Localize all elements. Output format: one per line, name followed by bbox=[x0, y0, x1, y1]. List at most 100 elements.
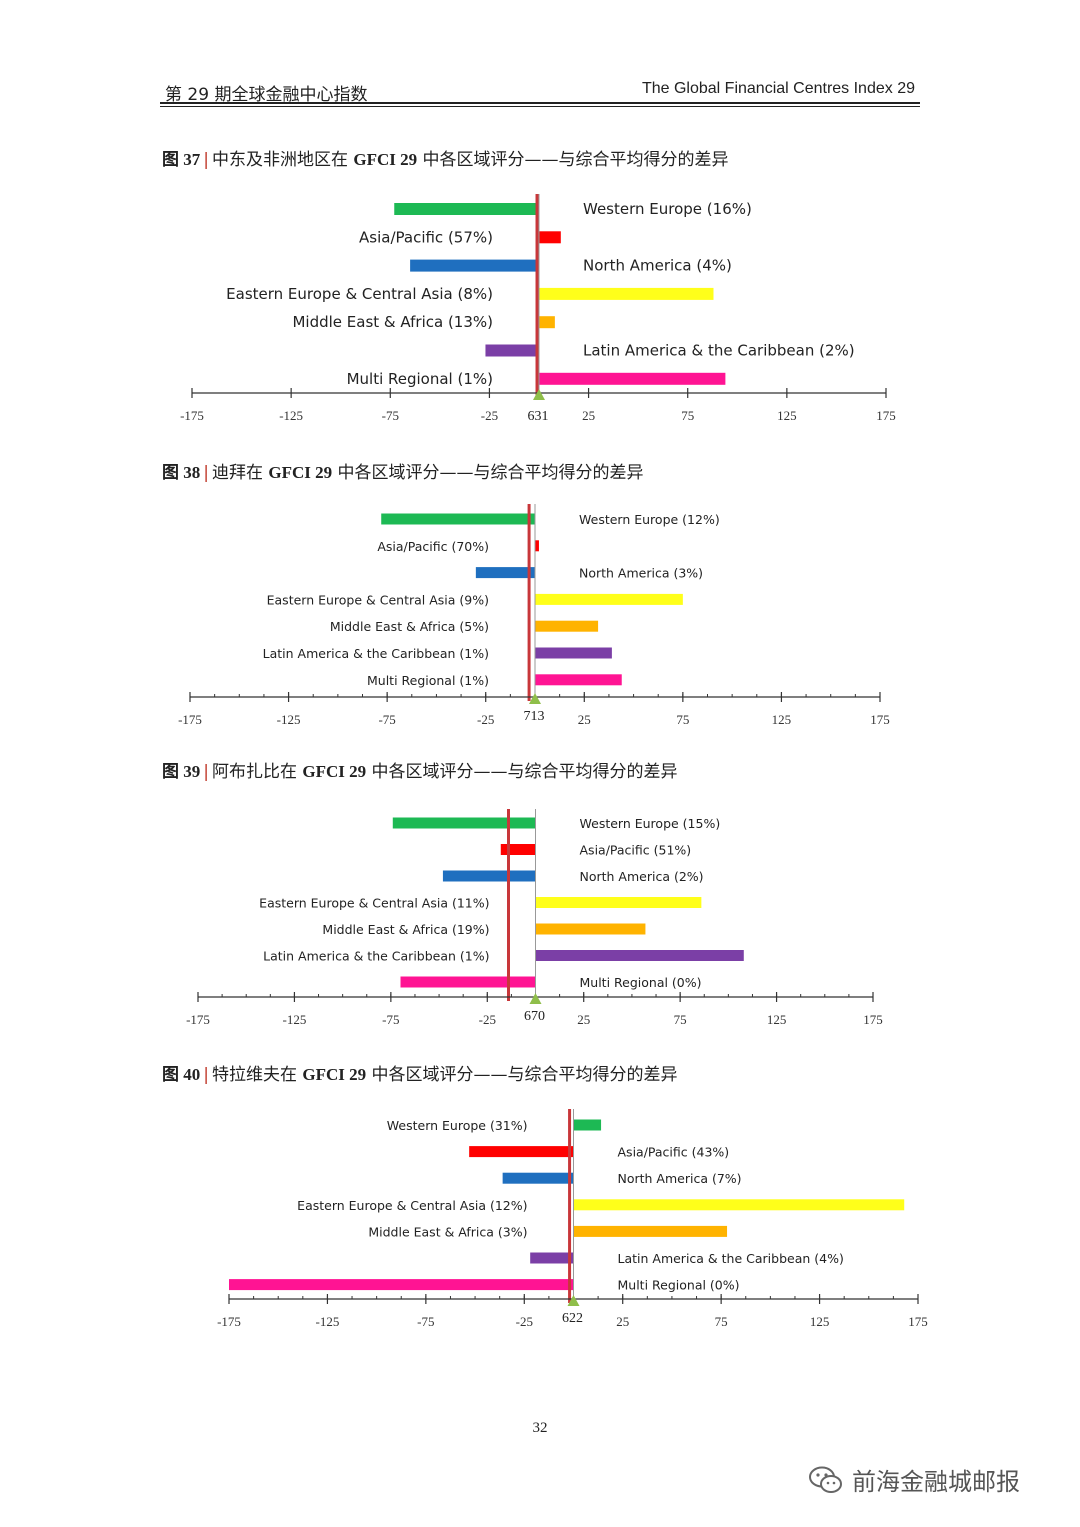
bar bbox=[573, 1119, 602, 1131]
x-tick-label: -25 bbox=[479, 1012, 496, 1027]
figure-title-pre: 中东及非洲地区在 bbox=[211, 150, 348, 170]
x-tick-label: 25 bbox=[616, 1314, 629, 1329]
figure-title-gfci: GFCI 29 bbox=[302, 1065, 367, 1084]
header-right: The Global Financial Centres Index 29 bbox=[641, 80, 915, 97]
bar bbox=[539, 372, 726, 385]
wechat-icon bbox=[809, 1466, 842, 1493]
bar-label: Western Europe (16%) bbox=[583, 200, 752, 218]
bar bbox=[530, 1252, 574, 1264]
figure-title-gfci: GFCI 29 bbox=[353, 150, 418, 169]
bar-label: Western Europe (12%) bbox=[579, 512, 720, 527]
bar-label: Latin America & the Caribbean (2%) bbox=[583, 342, 855, 360]
x-tick-label: -75 bbox=[378, 712, 395, 727]
x-tick-label: -125 bbox=[279, 408, 303, 423]
bar-label: Multi Regional (1%) bbox=[347, 370, 493, 388]
bar-label: Middle East & Africa (13%) bbox=[292, 313, 493, 331]
x-tick-label: 175 bbox=[870, 712, 890, 727]
bar bbox=[535, 593, 683, 605]
bar bbox=[394, 203, 539, 215]
bar bbox=[392, 817, 536, 829]
x-tick-label: 125 bbox=[767, 1012, 787, 1027]
bar bbox=[535, 620, 599, 632]
bar bbox=[535, 923, 646, 935]
x-tick-label: 75 bbox=[674, 1012, 687, 1027]
figure-title-post: 中各区域评分——与综合平均得分的差异 bbox=[371, 762, 678, 782]
figure-title-pre: 特拉维夫在 bbox=[211, 1065, 297, 1085]
center-marker bbox=[533, 389, 545, 400]
bar bbox=[475, 567, 535, 579]
x-tick-label: -125 bbox=[283, 1012, 307, 1027]
x-tick-label: 175 bbox=[876, 408, 896, 423]
x-tick-label: 125 bbox=[777, 408, 797, 423]
bar bbox=[381, 513, 535, 525]
figure-title: 图 37 | 中东及非洲地区在 GFCI 29 中各区域评分——与综合平均得分的差异 bbox=[162, 145, 729, 170]
bar-label: Asia/Pacific (51%) bbox=[580, 843, 692, 858]
x-tick-label: 25 bbox=[578, 712, 591, 727]
center-marker bbox=[529, 993, 542, 1004]
bar-label: Western Europe (31%) bbox=[387, 1118, 528, 1133]
figure-title-post: 中各区域评分——与综合平均得分的差异 bbox=[371, 1065, 678, 1085]
bar-label: Middle East & Africa (19%) bbox=[322, 922, 489, 937]
x-tick-label: 25 bbox=[582, 408, 595, 423]
watermark: 前海金融城邮报 bbox=[808, 1462, 1020, 1497]
bar bbox=[573, 1199, 905, 1211]
x-tick-label: 75 bbox=[681, 408, 694, 423]
bar-label: Middle East & Africa (3%) bbox=[368, 1224, 527, 1239]
bar bbox=[573, 1225, 728, 1237]
x-tick-label: 75 bbox=[676, 712, 689, 727]
title-separator: | bbox=[203, 1065, 209, 1085]
x-tick-label: -125 bbox=[277, 712, 301, 727]
bar-label: Eastern Europe & Central Asia (9%) bbox=[267, 592, 489, 607]
bar bbox=[442, 870, 536, 882]
x-tick-label: 175 bbox=[908, 1314, 928, 1329]
bar-label: Western Europe (15%) bbox=[580, 816, 721, 831]
bar bbox=[539, 231, 561, 244]
center-label: 713 bbox=[524, 709, 545, 724]
title-separator: | bbox=[203, 762, 209, 782]
bar bbox=[229, 1279, 574, 1291]
bar-label: North America (7%) bbox=[618, 1171, 742, 1186]
x-tick-label: 25 bbox=[577, 1012, 590, 1027]
title-separator: | bbox=[203, 463, 209, 483]
bar-label: Asia/Pacific (70%) bbox=[377, 539, 489, 554]
center-marker bbox=[529, 693, 541, 704]
watermark-text: 前海金融城邮报 bbox=[852, 1468, 1020, 1496]
bar bbox=[500, 844, 536, 855]
x-tick-label: 125 bbox=[772, 712, 792, 727]
figure-title-post: 中各区域评分——与综合平均得分的差异 bbox=[337, 463, 644, 483]
center-label: 670 bbox=[524, 1009, 545, 1024]
bar-label: Eastern Europe & Central Asia (11%) bbox=[259, 896, 489, 911]
bar-label: North America (3%) bbox=[579, 566, 703, 581]
x-tick-label: -25 bbox=[477, 712, 494, 727]
title-separator: | bbox=[203, 150, 209, 170]
x-tick-label: 125 bbox=[810, 1314, 830, 1329]
x-tick-label: -125 bbox=[316, 1314, 340, 1329]
figure-title-pre: 阿布扎比在 bbox=[211, 762, 297, 782]
bar-label: Multi Regional (0%) bbox=[580, 975, 702, 990]
x-tick-label: -175 bbox=[178, 712, 202, 727]
figure-number: 图 37 bbox=[162, 150, 201, 169]
bar bbox=[535, 540, 539, 552]
figure-title: 图 38 | 迪拜在 GFCI 29 中各区域评分——与综合平均得分的差异 bbox=[162, 458, 644, 483]
bar bbox=[502, 1172, 574, 1184]
x-tick-label: -25 bbox=[516, 1314, 533, 1329]
bar bbox=[539, 287, 714, 300]
bar-label: Middle East & Africa (5%) bbox=[330, 619, 489, 634]
bar bbox=[485, 344, 539, 357]
bar-label: Latin America & the Caribbean (4%) bbox=[618, 1251, 844, 1266]
figure-title-gfci: GFCI 29 bbox=[302, 762, 367, 781]
x-tick-label: -175 bbox=[186, 1012, 210, 1027]
bar-label: North America (2%) bbox=[580, 869, 704, 884]
bar-label: North America (4%) bbox=[583, 257, 732, 275]
bar bbox=[469, 1146, 574, 1158]
bar-label: Asia/Pacific (43%) bbox=[618, 1145, 730, 1160]
bar-label: Eastern Europe & Central Asia (8%) bbox=[226, 285, 493, 303]
figure-number: 图 39 bbox=[162, 762, 201, 781]
figure-title: 图 40 | 特拉维夫在 GFCI 29 中各区域评分——与综合平均得分的差异 bbox=[162, 1060, 678, 1085]
bar bbox=[535, 647, 612, 659]
bar bbox=[535, 950, 744, 961]
center-marker bbox=[567, 1295, 580, 1306]
bar-chart: Western Europe (31%) Asia/Pacific (43%) No… bbox=[217, 1109, 928, 1329]
figure-title-gfci: GFCI 29 bbox=[268, 463, 333, 482]
bar-label: Multi Regional (1%) bbox=[367, 673, 489, 688]
